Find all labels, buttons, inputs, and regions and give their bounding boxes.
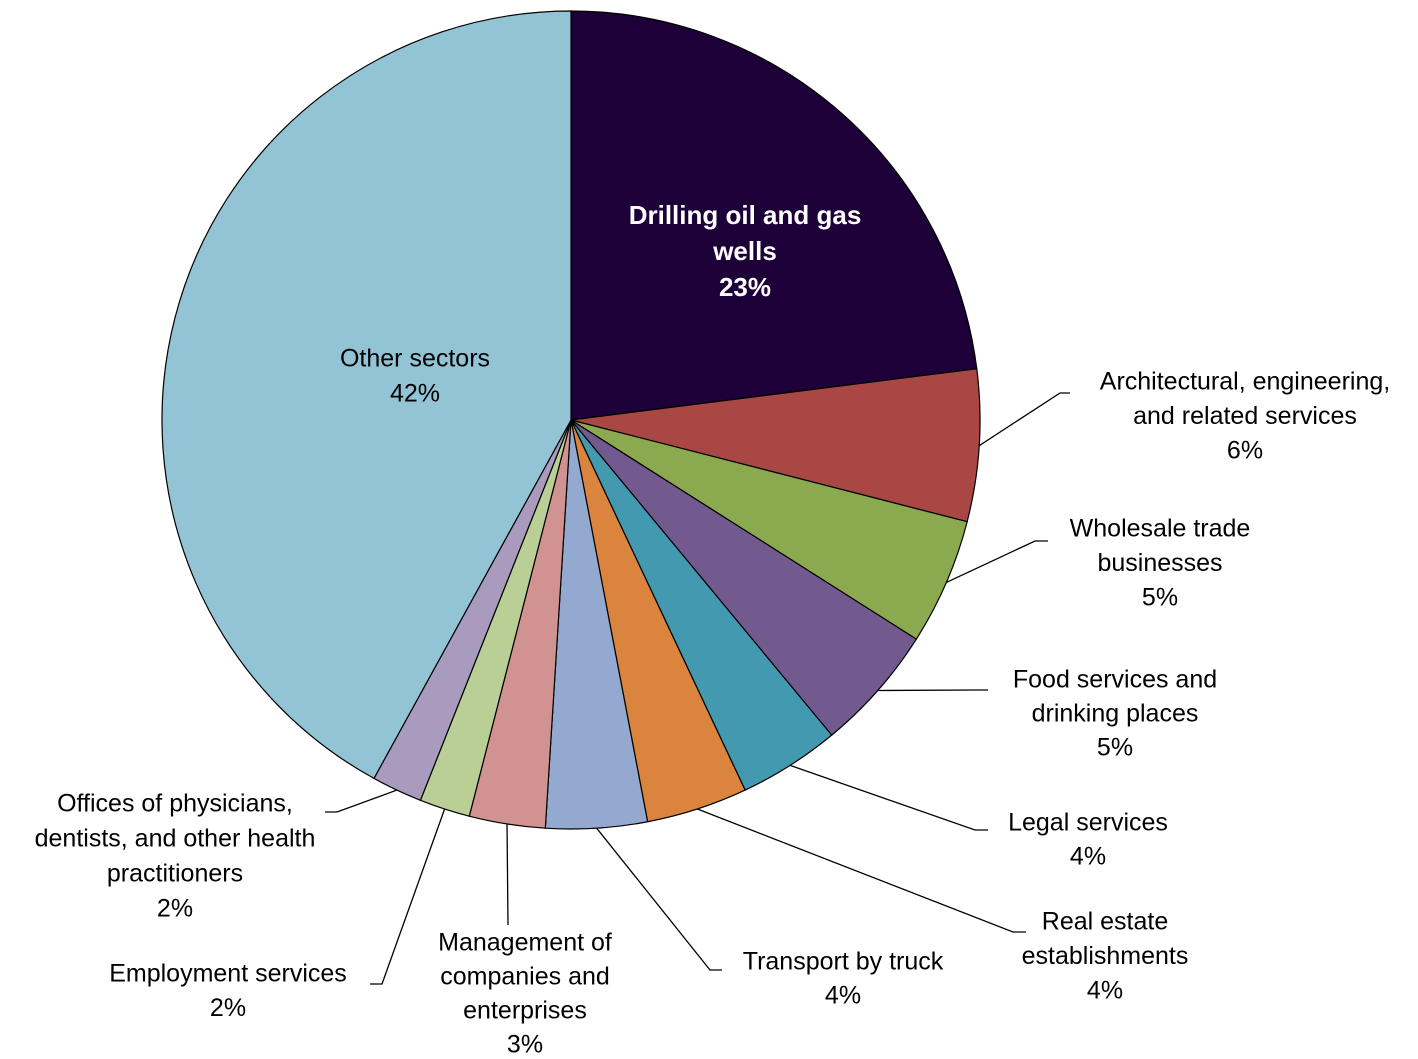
leader-line [789,764,988,831]
leader-line [506,823,509,926]
slice-label: Offices of physicians, [57,790,293,818]
pie-slice [570,10,978,421]
slice-label: Management of [438,929,612,957]
slice-label: establishments [1022,942,1189,970]
value-label: 5% [1142,584,1178,612]
value-label: 4% [825,982,861,1010]
slice-label: wells [712,236,777,266]
slice-label: Employment services [109,960,347,988]
slice-label: practitioners [107,860,243,888]
value-label: 5% [1097,734,1133,762]
slice-label: drinking places [1032,700,1199,728]
leader-line [978,392,1070,447]
slice-label: Legal services [1008,809,1168,837]
pie-slice [161,10,572,780]
slice-label: enterprises [463,997,587,1025]
slice-label: Wholesale trade [1070,515,1251,543]
leader-line [596,827,722,971]
value-label: 2% [157,895,193,923]
slice-label: dentists, and other health [35,825,316,853]
leader-line [946,540,1048,584]
leader-line [697,808,1026,933]
value-label: 2% [210,994,246,1022]
slice-label: businesses [1097,549,1222,577]
value-label: 6% [1227,437,1263,465]
value-label: 23% [719,272,771,302]
value-label: 3% [507,1031,543,1059]
value-label: 42% [390,380,440,408]
slice-label: Real estate [1042,908,1168,936]
slice-label: Transport by truck [743,948,944,976]
slice-label: Drilling oil and gas [629,200,862,230]
value-label: 4% [1087,977,1123,1005]
leader-line [370,808,446,985]
slice-label: Architectural, engineering, [1100,368,1390,396]
slice-label: Other sectors [340,345,490,373]
slice-label: and related services [1133,402,1357,430]
slice-label: companies and [440,963,610,991]
slice-label: Food services and [1013,666,1217,694]
value-label: 4% [1070,843,1106,871]
leader-line [325,789,398,813]
